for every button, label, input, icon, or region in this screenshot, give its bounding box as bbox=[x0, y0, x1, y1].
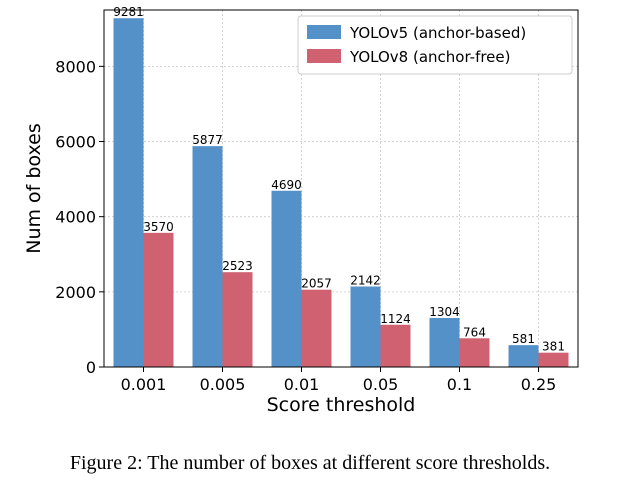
figure-caption: Figure 2: The number of boxes at differe… bbox=[69, 452, 551, 474]
bar-value-label: 9281 bbox=[113, 5, 144, 19]
y-axis: 0 2000 4000 6000 8000 bbox=[55, 57, 104, 377]
bar-value-label: 764 bbox=[463, 325, 486, 339]
bar-yolov8 bbox=[143, 232, 174, 367]
bars-group bbox=[113, 18, 569, 367]
y-axis-title: Num of boxes bbox=[23, 123, 45, 254]
y-tick-label: 6000 bbox=[55, 133, 96, 152]
x-axis: 0.001 0.005 0.01 0.05 0.1 0.25 bbox=[121, 367, 557, 394]
bar-value-label: 5877 bbox=[192, 133, 223, 147]
bar-yolov5 bbox=[113, 18, 144, 367]
legend-label-yolov8: YOLOv8 (anchor-free) bbox=[349, 48, 511, 66]
legend: YOLOv5 (anchor-based) YOLOv8 (anchor-fre… bbox=[297, 15, 573, 75]
bar-value-label: 4690 bbox=[271, 178, 302, 192]
bar-yolov8 bbox=[459, 338, 490, 367]
bar-value-label: 2523 bbox=[222, 259, 253, 273]
y-tick-label: 2000 bbox=[55, 283, 96, 302]
x-tick-label: 0.01 bbox=[284, 375, 320, 394]
bar-yolov5 bbox=[508, 345, 539, 367]
bar-value-label: 2057 bbox=[301, 277, 332, 291]
y-tick-label: 0 bbox=[86, 358, 96, 377]
bar-yolov5 bbox=[350, 286, 381, 367]
x-tick-label: 0.005 bbox=[200, 375, 246, 394]
x-tick-label: 0.001 bbox=[121, 375, 167, 394]
y-tick-label: 4000 bbox=[55, 208, 96, 227]
bar-yolov8 bbox=[301, 289, 332, 367]
legend-box bbox=[297, 15, 573, 75]
bar-value-label: 2142 bbox=[350, 274, 381, 288]
bar-value-label: 3570 bbox=[143, 220, 174, 234]
legend-swatch-yolov5 bbox=[307, 25, 341, 39]
x-tick-label: 0.05 bbox=[363, 375, 399, 394]
bar-yolov8 bbox=[380, 324, 411, 367]
legend-label-yolov5: YOLOv5 (anchor-based) bbox=[349, 24, 526, 42]
bar-value-label: 1304 bbox=[429, 305, 460, 319]
y-tick-label: 8000 bbox=[55, 57, 96, 76]
x-axis-title: Score threshold bbox=[267, 394, 416, 416]
bar-value-label: 1124 bbox=[380, 312, 411, 326]
x-tick-label: 0.25 bbox=[521, 375, 557, 394]
bar-value-label: 581 bbox=[512, 332, 535, 346]
bar-yolov8 bbox=[222, 272, 253, 367]
x-tick-label: 0.1 bbox=[447, 375, 472, 394]
bar-yolov5 bbox=[192, 146, 223, 367]
bar-yolov8 bbox=[538, 352, 569, 367]
plot-frame bbox=[103, 9, 579, 368]
legend-swatch-yolov8 bbox=[307, 49, 341, 63]
bar-yolov5 bbox=[271, 190, 302, 367]
bar-value-label: 381 bbox=[542, 340, 565, 354]
bar-yolov5 bbox=[429, 317, 460, 367]
